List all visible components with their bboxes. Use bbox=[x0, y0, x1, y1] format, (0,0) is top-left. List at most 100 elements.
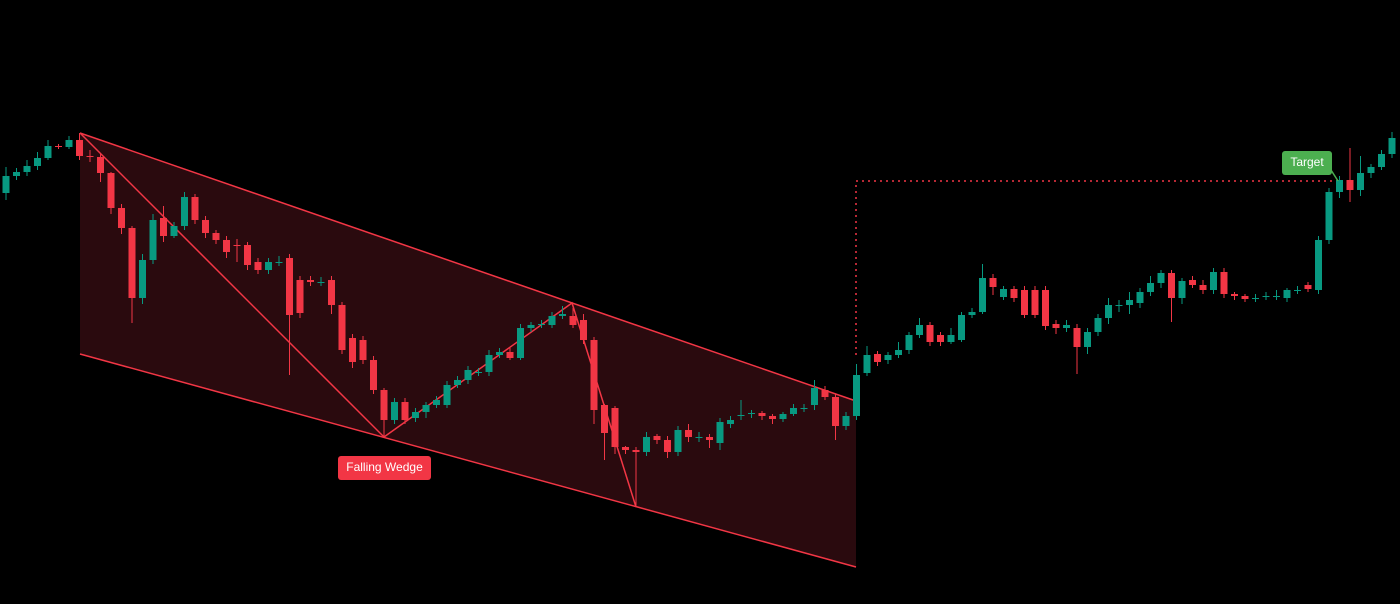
candle-body bbox=[212, 233, 220, 240]
candle-body bbox=[527, 325, 535, 328]
candle-body bbox=[601, 405, 608, 433]
candle-body bbox=[349, 338, 356, 362]
candle-body bbox=[233, 245, 241, 246]
candle-body bbox=[590, 340, 598, 410]
wedge-area bbox=[80, 133, 856, 567]
candle-body bbox=[328, 280, 335, 305]
candle-body bbox=[107, 173, 115, 208]
candle-body bbox=[1357, 173, 1364, 190]
candle-body bbox=[1336, 180, 1343, 192]
candle-body bbox=[643, 437, 650, 452]
candle-body bbox=[958, 315, 965, 340]
candle-body bbox=[1262, 296, 1270, 297]
candle-body bbox=[821, 390, 829, 397]
candle-body bbox=[1063, 325, 1070, 328]
candle-body bbox=[55, 146, 62, 147]
candle-body bbox=[632, 450, 640, 452]
candle-body bbox=[979, 278, 986, 312]
candle-body bbox=[1378, 154, 1385, 167]
candle-body bbox=[1199, 285, 1207, 290]
candle-body bbox=[1220, 272, 1228, 294]
candle-body bbox=[1010, 289, 1018, 298]
candle-body bbox=[443, 385, 451, 405]
candle-body bbox=[1000, 289, 1007, 297]
candle-body bbox=[737, 415, 745, 416]
candle-body bbox=[580, 320, 587, 340]
candle-body bbox=[1147, 283, 1154, 292]
target-connector bbox=[1330, 169, 1339, 182]
candle-body bbox=[454, 380, 461, 385]
candle-body bbox=[905, 335, 913, 350]
candle-body bbox=[569, 316, 577, 325]
candle-body bbox=[1189, 280, 1196, 285]
candle-body bbox=[475, 372, 482, 373]
candle-body bbox=[275, 262, 283, 263]
candle-body bbox=[559, 314, 566, 316]
candle-body bbox=[685, 430, 692, 437]
candle-body bbox=[1294, 290, 1301, 291]
candle-body bbox=[2, 176, 10, 193]
candle-body bbox=[317, 282, 325, 283]
candle-body bbox=[86, 156, 94, 157]
candle-body bbox=[391, 402, 398, 420]
candle-body bbox=[1210, 272, 1217, 290]
target-badge bbox=[1282, 151, 1332, 175]
target-label: Target bbox=[1290, 155, 1324, 169]
candle-body bbox=[496, 352, 503, 355]
candle-body bbox=[1084, 332, 1091, 347]
candle-body bbox=[548, 316, 556, 325]
candle-body bbox=[1273, 296, 1280, 297]
candle-body bbox=[1252, 298, 1259, 299]
candle-body bbox=[832, 397, 839, 426]
candle-body bbox=[464, 370, 472, 380]
candle-body bbox=[800, 408, 808, 409]
candle-body bbox=[1304, 285, 1312, 289]
candle-body bbox=[716, 422, 724, 443]
candle-body bbox=[506, 352, 514, 358]
candle-body bbox=[653, 436, 661, 440]
candle-body bbox=[1052, 324, 1060, 328]
candle-body bbox=[1346, 180, 1354, 190]
candle-body bbox=[1042, 290, 1049, 326]
candle-body bbox=[34, 158, 41, 166]
candle-body bbox=[97, 157, 104, 173]
candle-body bbox=[884, 355, 892, 360]
candle-body bbox=[1136, 292, 1144, 303]
candle-body bbox=[874, 354, 881, 362]
pattern-label: Falling Wedge bbox=[346, 460, 423, 474]
candle-body bbox=[1105, 305, 1112, 318]
candle-body bbox=[118, 208, 125, 228]
candle-body bbox=[1315, 240, 1322, 290]
candle-body bbox=[622, 447, 629, 450]
candle-body bbox=[1073, 328, 1081, 347]
candle-body bbox=[202, 220, 209, 233]
candle-body bbox=[485, 355, 493, 372]
candle-body bbox=[937, 335, 944, 342]
candle-body bbox=[916, 325, 923, 335]
candle-body bbox=[1231, 294, 1238, 296]
candle-body bbox=[307, 280, 314, 282]
candle-body bbox=[1325, 192, 1333, 240]
candle-body bbox=[853, 375, 860, 416]
candle-body bbox=[1178, 281, 1186, 298]
candle-body bbox=[265, 262, 272, 270]
candle-body bbox=[44, 146, 52, 158]
candle-body bbox=[170, 226, 178, 236]
candle-body bbox=[1168, 273, 1175, 298]
candle-body bbox=[223, 240, 230, 252]
candle-body bbox=[706, 437, 713, 440]
wedge-lower bbox=[79, 353, 857, 568]
target-line bbox=[855, 180, 1336, 355]
candle-body bbox=[895, 350, 902, 355]
candle-body bbox=[65, 140, 73, 147]
candle-body bbox=[139, 260, 146, 298]
candle-body bbox=[128, 228, 136, 298]
candle-body bbox=[1094, 318, 1102, 332]
candle-body bbox=[727, 420, 734, 424]
candle-body bbox=[968, 312, 976, 315]
candle-body bbox=[611, 408, 619, 447]
candle-body bbox=[338, 305, 346, 350]
candle-body bbox=[1031, 290, 1039, 315]
candle-body bbox=[422, 405, 430, 412]
